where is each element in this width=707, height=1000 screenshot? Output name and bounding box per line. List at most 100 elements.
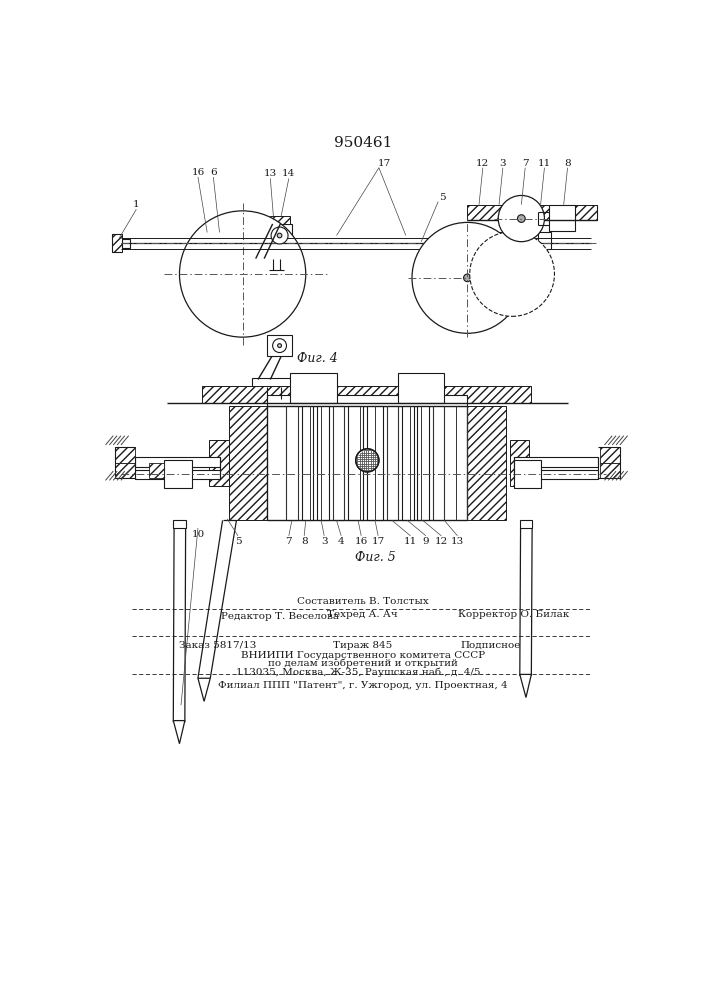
Bar [270,216,291,224]
Text: Подписное: Подписное [460,641,521,650]
Circle shape [469,232,554,316]
Bar [486,232,517,249]
Text: Филиал ППП "Патент", г. Ужгород, ул. Проектная, 4: Филиал ППП "Патент", г. Ужгород, ул. Про… [218,681,508,690]
Text: 11: 11 [538,159,551,168]
Text: 9: 9 [423,537,429,546]
Polygon shape [173,721,185,744]
Bar [209,440,229,486]
Bar [506,219,538,246]
Bar [261,391,275,399]
Bar [467,205,597,220]
Circle shape [180,211,305,337]
Bar [267,395,467,406]
Bar [348,406,363,520]
Bar [600,463,620,478]
Bar [402,406,414,520]
Text: 7: 7 [286,537,292,546]
Bar [450,229,469,257]
Text: Тираж 845: Тираж 845 [333,641,392,650]
Text: Редактор Т. Веселова: Редактор Т. Веселова [221,612,339,621]
Bar [252,378,294,387]
Bar [164,460,192,488]
Text: 950461: 950461 [334,136,392,150]
Circle shape [464,274,472,282]
Polygon shape [520,674,532,698]
Bar [398,373,444,403]
Bar [433,406,444,520]
Circle shape [271,227,288,244]
Text: 113035, Москва, Ж-35, Раушская наб., д. 4/5  .: 113035, Москва, Ж-35, Раушская наб., д. … [235,667,490,677]
Bar [535,232,551,249]
Text: Корректор О. Билак: Корректор О. Билак [458,610,569,619]
Bar [204,235,215,251]
Bar [417,406,429,520]
Text: 17: 17 [371,537,385,546]
Circle shape [412,222,523,333]
Bar [115,447,135,463]
Bar [267,335,292,356]
Bar [356,450,378,471]
Bar [267,406,467,520]
Circle shape [518,215,525,222]
Text: 8: 8 [564,159,571,168]
Text: 5: 5 [235,537,241,546]
Bar [520,520,532,528]
Bar [135,470,219,479]
Circle shape [278,344,281,348]
Circle shape [277,233,282,238]
Text: 16: 16 [354,537,368,546]
Text: 3: 3 [321,537,327,546]
Text: 7: 7 [522,159,529,168]
Text: 3: 3 [500,159,506,168]
Text: Техред А. Ач: Техред А. Ач [327,610,398,619]
Text: 16: 16 [192,168,204,177]
Bar [514,470,598,479]
Bar [514,460,542,488]
Bar [201,386,532,403]
Circle shape [356,450,378,471]
Text: 10: 10 [192,530,204,539]
Polygon shape [198,678,210,701]
Text: Фиг. 4: Фиг. 4 [297,352,338,365]
Bar [368,406,382,520]
Text: 12: 12 [435,537,448,546]
Text: Фиг. 5: Фиг. 5 [355,551,395,564]
Bar [514,457,598,466]
Bar [148,463,164,478]
Text: 6: 6 [210,168,216,177]
Bar [286,406,298,520]
Bar [122,239,130,248]
Text: 5: 5 [440,192,446,202]
Bar [510,440,529,486]
Text: по делам изобретений и открытий: по делам изобретений и открытий [268,659,457,668]
Text: 12: 12 [477,159,489,168]
Text: 13: 13 [451,537,464,546]
Bar [472,232,483,249]
Circle shape [451,235,468,252]
Text: 1: 1 [133,200,140,209]
Bar [317,406,329,520]
Bar [173,520,186,528]
Text: 11: 11 [404,537,417,546]
Bar [549,205,575,231]
Text: 13: 13 [264,169,277,178]
Bar [520,231,532,251]
Circle shape [273,339,286,353]
Text: Заказ 5817/13: Заказ 5817/13 [179,641,256,650]
Text: 4: 4 [338,537,344,546]
Text: 17: 17 [378,159,391,168]
Circle shape [356,449,379,472]
Circle shape [457,241,462,246]
Bar [302,406,313,520]
Text: 8: 8 [301,537,308,546]
Bar [115,463,135,478]
Bar [135,457,219,466]
Bar [267,224,292,247]
Circle shape [498,195,544,242]
Bar [291,373,337,403]
Bar [333,406,344,520]
Text: ВНИИПИ Государственного комитета СССР: ВНИИПИ Государственного комитета СССР [240,651,485,660]
Bar [387,406,398,520]
Bar [218,232,233,254]
Bar [229,406,267,520]
